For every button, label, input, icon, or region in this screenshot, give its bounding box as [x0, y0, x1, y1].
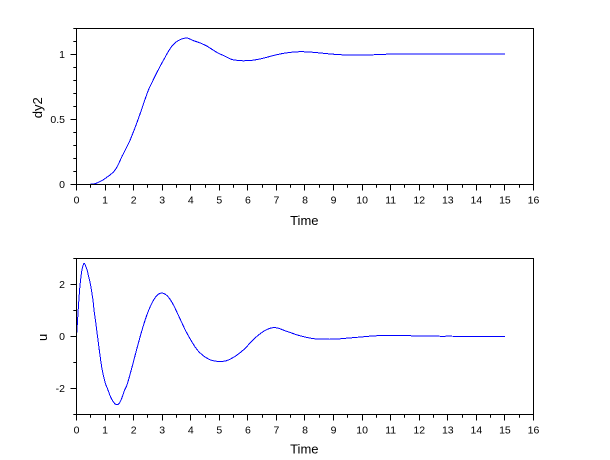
svg-text:1: 1 [102, 425, 108, 437]
svg-text:14: 14 [471, 195, 483, 207]
svg-text:16: 16 [528, 195, 540, 207]
svg-text:10: 10 [356, 195, 368, 207]
svg-text:Time: Time [290, 442, 318, 457]
svg-text:9: 9 [331, 425, 337, 437]
svg-text:11: 11 [385, 425, 396, 437]
svg-text:0: 0 [59, 331, 65, 343]
svg-text:4: 4 [188, 425, 194, 437]
svg-text:u: u [35, 334, 50, 341]
svg-text:10: 10 [356, 425, 368, 437]
svg-text:7: 7 [274, 425, 280, 437]
svg-text:0: 0 [74, 425, 80, 437]
svg-text:7: 7 [274, 195, 280, 207]
svg-text:12: 12 [413, 425, 425, 437]
svg-text:11: 11 [385, 195, 396, 207]
svg-text:3: 3 [159, 195, 165, 207]
svg-text:dy2: dy2 [30, 97, 45, 118]
svg-text:5: 5 [216, 195, 222, 207]
svg-text:2: 2 [131, 195, 137, 207]
svg-text:-2: -2 [56, 383, 65, 395]
svg-text:6: 6 [245, 425, 251, 437]
svg-text:1: 1 [102, 195, 108, 207]
svg-text:0: 0 [59, 179, 65, 191]
svg-text:1: 1 [59, 49, 65, 61]
svg-text:13: 13 [442, 195, 454, 207]
svg-text:0.5: 0.5 [50, 114, 65, 126]
svg-text:2: 2 [131, 425, 137, 437]
svg-text:14: 14 [471, 425, 483, 437]
svg-text:3: 3 [159, 425, 165, 437]
svg-text:9: 9 [331, 195, 337, 207]
svg-text:12: 12 [413, 195, 425, 207]
svg-text:5: 5 [216, 425, 222, 437]
svg-text:13: 13 [442, 425, 454, 437]
svg-text:6: 6 [245, 195, 251, 207]
svg-text:0: 0 [74, 195, 80, 207]
svg-text:15: 15 [499, 195, 511, 207]
svg-text:Time: Time [290, 213, 318, 228]
svg-text:8: 8 [302, 195, 308, 207]
svg-text:8: 8 [302, 425, 308, 437]
svg-text:16: 16 [528, 425, 540, 437]
svg-text:2: 2 [59, 279, 65, 291]
svg-text:4: 4 [188, 195, 194, 207]
svg-text:15: 15 [499, 425, 511, 437]
